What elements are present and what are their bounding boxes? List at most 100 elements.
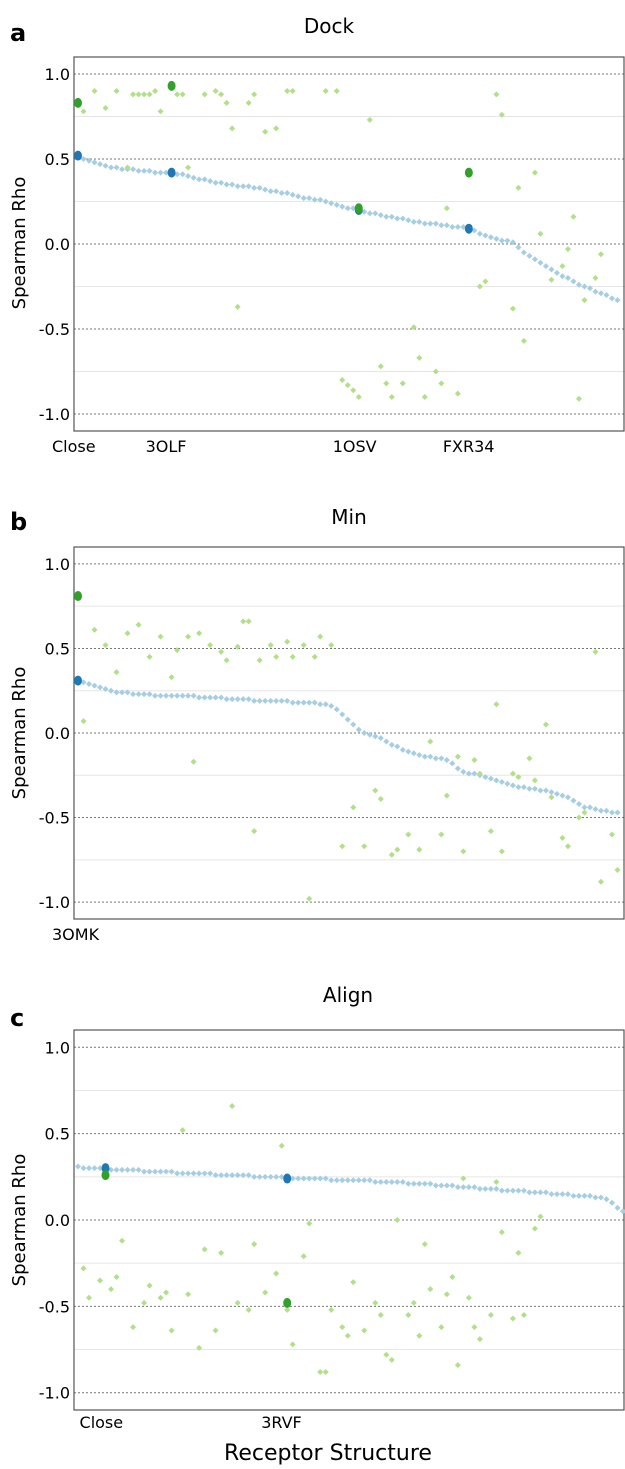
panel-b-scatter-point [361, 843, 368, 850]
panel-c-sorted-point [262, 1173, 269, 1180]
panel-b-sorted-point [350, 721, 357, 728]
panel-a-scatter-point [245, 99, 252, 106]
panel-b-sorted-point [185, 692, 192, 699]
panel-c-scatter-point [537, 1213, 544, 1220]
panel-a-scatter-point [350, 387, 357, 394]
panel-a-sorted-point [207, 178, 214, 185]
panel-c-scatter-point [185, 1291, 192, 1298]
panel-a-sorted-point [344, 205, 351, 212]
panel-c-sorted-point [592, 1194, 599, 1201]
panel-a-sorted-point [97, 161, 104, 168]
panel-a-x-label: Close [52, 437, 96, 456]
panel-b-sorted-point [256, 697, 263, 704]
panel-c-sorted-point [553, 1191, 560, 1198]
panel-c-sorted-point [471, 1184, 478, 1191]
panel-c-sorted-point [465, 1184, 472, 1191]
panel-a-sorted-point [366, 210, 373, 217]
panel-c-sorted-point [130, 1166, 137, 1173]
panel-a-sorted-point [350, 205, 357, 212]
panel-c-sorted-point [300, 1175, 307, 1182]
panel-a-scatter-point [333, 88, 340, 94]
panel-c-scatter-point [394, 1217, 401, 1223]
panel-a-sorted-point [328, 200, 335, 207]
panel-c-ytick-label: -1.0 [39, 1384, 70, 1403]
panel-c-scatter-point [372, 1299, 379, 1306]
panel-b-sorted-point [520, 784, 527, 791]
panel-a-sorted-point [570, 278, 577, 285]
panel-b-scatter-point [185, 633, 192, 640]
panel-a-highlight-point [74, 150, 82, 161]
panel-c-sorted-point [493, 1185, 500, 1192]
panel-a-sorted-point [542, 263, 549, 270]
panel-a-sorted-point [372, 210, 379, 217]
panel-a-scatter-point [438, 380, 445, 387]
panel-a-sorted-point [614, 297, 621, 304]
panel-b-scatter-point [564, 843, 571, 850]
panel-a-scatter-point [174, 91, 181, 98]
panel-b-highlight-point [74, 591, 82, 602]
panel-b-scatter-point [311, 653, 318, 660]
panel-b-sorted-point [196, 694, 203, 701]
panel-c-scatter-point [146, 1282, 153, 1289]
panel-a-plot: 1.0 0.5 0.0 -0.5 -1.0 Close 3OLF 1OSV FXR34 [39, 56, 625, 456]
panel-c-sorted-point [405, 1180, 412, 1187]
panel-a-sorted-point [427, 220, 434, 227]
panel-c-sorted-point [251, 1173, 258, 1180]
panel-a-sorted-point [284, 190, 291, 196]
panel-a-sorted-point [416, 218, 423, 225]
panel-c-sorted-point [377, 1179, 384, 1185]
panel-c-sorted-point [135, 1166, 142, 1173]
panel-c-sorted-point [322, 1175, 329, 1182]
panel-c-scatter-point [454, 1362, 461, 1369]
panel-c-plot: 1.0 0.5 0.0 -0.5 -1.0 Close 3RVF [39, 1029, 625, 1432]
panel-b-sorted-point [113, 689, 120, 696]
panel-b-sorted-point [130, 691, 137, 698]
panel-b-scatter-point [438, 831, 445, 838]
panel-c-sorted-point [383, 1179, 390, 1185]
panel-c-scatter-point [405, 1312, 412, 1318]
panel-a-sorted-point [119, 166, 126, 173]
panel-c-sorted-point [185, 1170, 192, 1177]
panel-c-sorted-point [460, 1184, 467, 1191]
panel-a-sorted-point [443, 222, 450, 229]
panel-b-scatter-point [350, 804, 357, 811]
panel-c-title: Align [323, 983, 373, 1007]
panel-b-sorted-point [328, 702, 335, 709]
panel-a-scatter-point [377, 363, 384, 370]
panel-b-sorted-point [251, 697, 258, 704]
panel-a-scatter-point [146, 91, 153, 98]
panel-c-scatter-point [130, 1324, 137, 1331]
panel-c-ytick-label: 0.0 [45, 1211, 70, 1230]
panel-b-sorted-point [361, 730, 368, 736]
panel-a-scatter-point [223, 99, 230, 106]
panel-b-title: Min [331, 505, 367, 529]
panel-b-sorted-point [317, 701, 324, 708]
panel-c-scatter-point [278, 1142, 285, 1149]
panel-c-scatter-point [460, 1175, 467, 1182]
panel-b-scatter-point [531, 777, 538, 784]
panel-a-sorted-point [339, 203, 346, 210]
panel-c-sorted-point [218, 1172, 225, 1179]
panel-a-sorted-point [421, 220, 428, 227]
panel-c-sorted-point [581, 1192, 588, 1199]
panel-b-sorted-point [278, 697, 285, 704]
panel-b-sorted-point [366, 731, 373, 738]
panel-c-sorted-point [454, 1184, 461, 1191]
panel-b-scatter-point [515, 773, 522, 780]
panel-c-sorted-point [432, 1182, 439, 1189]
panel-c-sorted-point [295, 1175, 302, 1182]
panel-c-scatter-point [251, 1241, 258, 1248]
panel-a-scatter-point [476, 283, 483, 290]
panel-a-scatter-point [575, 395, 582, 402]
panel-c-scatter-point [179, 1127, 186, 1134]
panel-a-scatter-point [179, 91, 186, 98]
panel-a-sorted-point [460, 224, 467, 230]
panel-b-sorted-point [372, 733, 379, 740]
panel-b-sorted-point [394, 743, 401, 750]
panel-a-highlight-point [464, 167, 473, 178]
panel-a-scatter-point [284, 88, 291, 94]
panel-a-scatter-point [432, 368, 439, 375]
panel-c-sorted-point [86, 1165, 93, 1172]
panel-b-sorted-point [421, 753, 428, 760]
